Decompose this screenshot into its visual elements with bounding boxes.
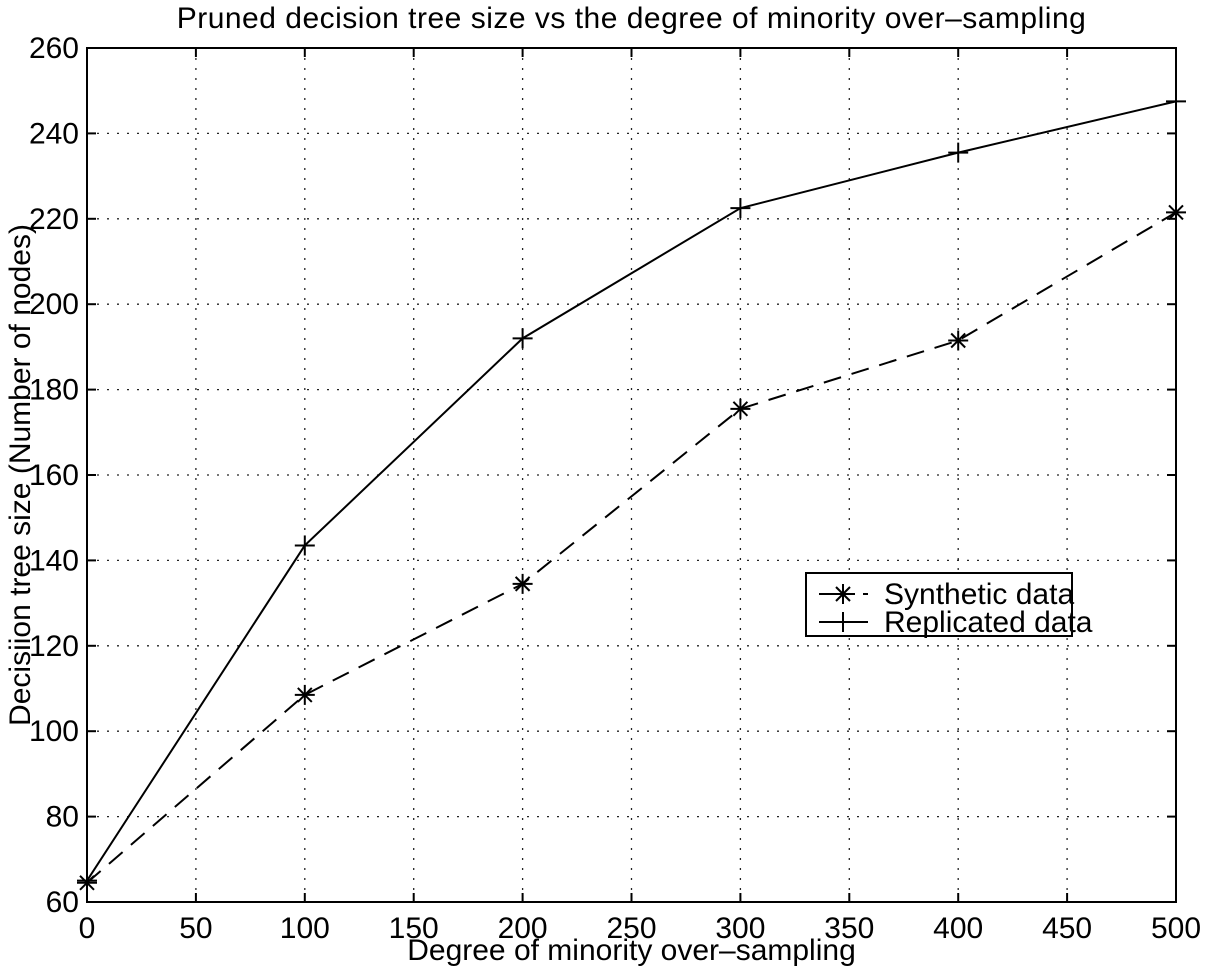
chart-title: Pruned decision tree size vs the degree … bbox=[176, 2, 1087, 35]
asterisk-marker bbox=[294, 684, 315, 705]
plus-marker bbox=[948, 142, 969, 163]
x-tick-label: 200 bbox=[498, 912, 548, 945]
x-tick-label: 400 bbox=[933, 912, 983, 945]
y-tick-label: 120 bbox=[29, 630, 79, 663]
y-tick-label: 260 bbox=[29, 32, 79, 65]
x-tick-label: 300 bbox=[715, 912, 765, 945]
asterisk-marker bbox=[730, 398, 751, 419]
y-tick-label: 180 bbox=[29, 374, 79, 407]
y-axis-label: Decisiion tree size (Number of nodes) bbox=[4, 224, 37, 726]
x-tick-label: 150 bbox=[389, 912, 439, 945]
x-tick-label: 50 bbox=[179, 912, 212, 945]
x-tick-label: 0 bbox=[79, 912, 96, 945]
y-tick-label: 100 bbox=[29, 715, 79, 748]
y-tick-label: 220 bbox=[29, 203, 79, 236]
plus-marker bbox=[833, 612, 853, 632]
legend-label: Synthetic data bbox=[884, 578, 1074, 611]
x-tick-label: 450 bbox=[1042, 912, 1092, 945]
x-tick-label: 250 bbox=[606, 912, 656, 945]
y-tick-label: 60 bbox=[46, 886, 79, 919]
series-line-0 bbox=[86, 211, 1177, 884]
y-tick-label: 140 bbox=[29, 544, 79, 577]
asterisk-marker bbox=[1166, 202, 1186, 223]
y-tick-label: 160 bbox=[29, 459, 79, 492]
series-line-1 bbox=[86, 100, 1177, 882]
legend-label: Replicated data bbox=[884, 606, 1093, 639]
y-tick-label: 240 bbox=[29, 117, 79, 150]
asterisk-marker bbox=[833, 584, 853, 604]
plus-marker bbox=[1166, 91, 1186, 112]
x-tick-label: 100 bbox=[280, 912, 330, 945]
plus-marker bbox=[77, 870, 97, 891]
y-tick-label: 80 bbox=[46, 801, 79, 834]
x-tick-label: 500 bbox=[1151, 912, 1201, 945]
plus-marker bbox=[294, 535, 315, 556]
asterisk-marker bbox=[948, 330, 969, 351]
x-axis-label: Degree of minority over–sampling bbox=[407, 934, 856, 967]
legend-box bbox=[805, 572, 1073, 637]
plus-marker bbox=[512, 328, 533, 349]
plus-marker bbox=[730, 198, 751, 219]
y-tick-label: 200 bbox=[29, 288, 79, 321]
asterisk-marker bbox=[512, 573, 533, 594]
axis-frame bbox=[86, 47, 1177, 903]
x-tick-label: 350 bbox=[824, 912, 874, 945]
